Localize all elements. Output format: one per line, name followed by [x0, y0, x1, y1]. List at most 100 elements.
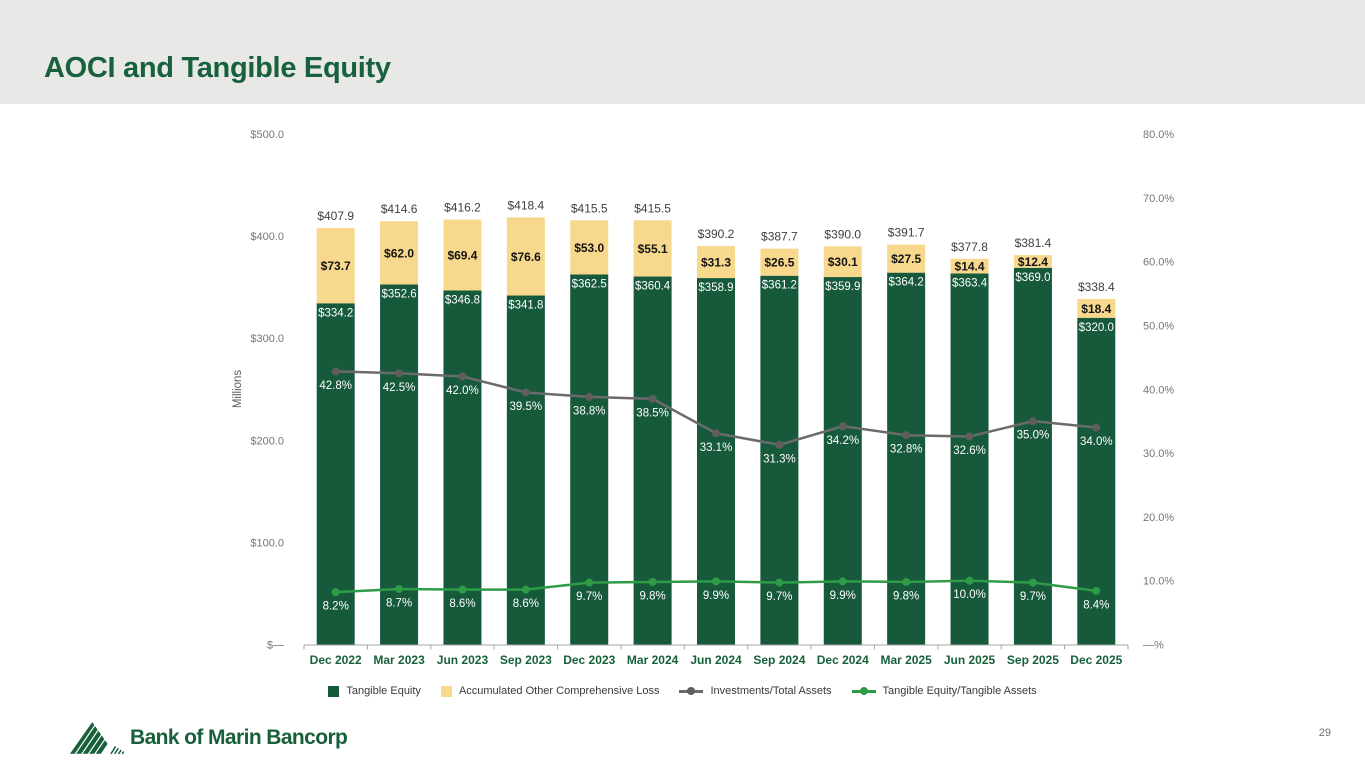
y-right-tick-label: 80.0%	[1143, 129, 1174, 141]
tangible-equity-value-label: $346.8	[445, 294, 480, 306]
bar-segment-aoci	[380, 221, 419, 285]
y-left-tick-label: $100.0	[250, 537, 284, 549]
bar-segment-tangible-equity	[1013, 267, 1052, 645]
bar-total-label: $387.7	[761, 230, 798, 244]
bar-segment-aoci	[887, 244, 926, 273]
line-value-label: 38.5%	[636, 407, 669, 419]
bar-total-label: $391.7	[888, 226, 925, 240]
investments-line-marker-icon	[679, 687, 704, 695]
line-value-label: 39.5%	[510, 401, 543, 413]
line-marker	[395, 584, 404, 593]
y-right-tick-label: 30.0%	[1143, 448, 1174, 460]
line-value-label: 9.8%	[893, 590, 919, 602]
y-right-tick-label: —%	[1143, 640, 1164, 652]
tangible-equity-value-label: $352.6	[381, 288, 416, 300]
tangible-equity-value-label: $360.4	[635, 281, 671, 293]
bar-segment-tangible-equity	[443, 290, 482, 645]
aoci-value-label: $18.4	[1081, 302, 1111, 316]
y-right-tick-label: 50.0%	[1143, 320, 1174, 332]
y-right-tick-label: 40.0%	[1143, 384, 1174, 396]
line-marker	[965, 432, 974, 441]
bar-total-label: $418.4	[507, 198, 544, 212]
aoci-value-label: $53.0	[574, 241, 604, 255]
header-band	[0, 0, 1365, 104]
tangible-equity-value-label: $369.0	[1015, 272, 1050, 284]
bar-segment-aoci	[570, 220, 609, 275]
line-value-label: 9.8%	[640, 590, 666, 602]
legend-label-aoci: Accumulated Other Comprehensive Loss	[458, 685, 660, 697]
te-ta-line-dot-icon	[859, 687, 868, 695]
x-axis-label: Dec 2024	[817, 653, 869, 667]
aoci-value-label: $73.7	[321, 259, 351, 273]
page-number: 29	[1318, 727, 1331, 739]
line-value-label: 9.7%	[576, 591, 602, 603]
bar-total-label: $381.4	[1015, 236, 1052, 250]
bar-segment-aoci	[316, 228, 355, 304]
line-marker	[775, 440, 784, 449]
line-value-label: 8.2%	[323, 601, 349, 613]
y-axis-title: Millions	[232, 370, 244, 409]
y-left-tick-label: $400.0	[250, 231, 284, 243]
line-marker	[521, 388, 530, 397]
x-axis-label: Jun 2025	[944, 653, 996, 667]
bar-total-label: $416.2	[444, 201, 481, 215]
bar-total-label: $415.5	[634, 201, 671, 215]
line-value-label: 42.8%	[319, 380, 352, 392]
y-left-tick-label: $200.0	[250, 435, 284, 447]
line-marker	[838, 577, 847, 586]
legend-item-investments-total-assets: Investments/Total Assets	[679, 685, 832, 697]
legend-item-aoci: Accumulated Other Comprehensive Loss	[440, 685, 660, 697]
te-ta-line-marker-icon	[851, 687, 876, 695]
bar-segment-aoci	[443, 219, 482, 291]
line-marker	[395, 369, 404, 378]
line-marker	[521, 585, 530, 594]
y-right-tick-label: 20.0%	[1143, 512, 1174, 524]
bar-segment-aoci	[950, 258, 989, 274]
y-right-tick-label: 60.0%	[1143, 257, 1174, 269]
line-value-label: 34.0%	[1080, 436, 1113, 448]
line-value-label: 35.0%	[1017, 430, 1050, 442]
bar-total-label: $390.2	[698, 227, 735, 241]
line-value-label: 32.6%	[953, 445, 986, 457]
bar-total-label: $415.5	[571, 201, 608, 215]
line-marker	[458, 372, 467, 381]
aoci-value-label: $69.4	[447, 248, 477, 262]
line-value-label: 38.8%	[573, 405, 606, 417]
line-marker	[1092, 423, 1101, 432]
legend-label-investments: Investments/Total Assets	[710, 685, 832, 697]
line-marker	[838, 422, 847, 431]
line-marker	[1092, 586, 1101, 595]
bar-segment-aoci	[1077, 298, 1116, 318]
slide-title: AOCI and Tangible Equity	[44, 52, 391, 84]
y-right-tick-label: 10.0%	[1143, 576, 1174, 588]
legend-item-tangible-equity: Tangible Equity	[328, 685, 421, 697]
bar-total-label: $377.8	[951, 240, 988, 254]
legend-label-tangible-equity: Tangible Equity	[346, 685, 421, 697]
line-marker	[458, 585, 467, 594]
aoci-value-label: $26.5	[764, 256, 794, 270]
x-axis-label: Dec 2023	[563, 653, 615, 667]
line-value-label: 34.2%	[826, 435, 859, 447]
line-marker	[585, 578, 594, 587]
aoci-swatch-icon	[440, 685, 452, 697]
line-value-label: 8.4%	[1083, 599, 1109, 611]
tangible-equity-swatch-icon	[328, 685, 340, 697]
bar-segment-tangible-equity	[1077, 317, 1116, 645]
line-value-label: 33.1%	[700, 442, 733, 454]
tangible-equity-value-label: $334.2	[318, 307, 353, 319]
bar-total-label: $414.6	[381, 202, 418, 216]
line-marker	[712, 429, 720, 438]
line-value-label: 42.0%	[446, 385, 479, 397]
line-value-label: 42.5%	[383, 382, 416, 394]
aoci-value-label: $30.1	[828, 255, 858, 269]
tangible-equity-value-label: $363.4	[952, 277, 988, 289]
aoci-value-label: $62.0	[384, 246, 414, 260]
tangible-equity-value-label: $361.2	[762, 280, 797, 292]
tangible-equity-value-label: $359.9	[825, 281, 860, 293]
legend-item-te-ta-ratio: Tangible Equity/Tangible Assets	[851, 685, 1037, 697]
bar-segment-aoci	[506, 217, 545, 296]
line-value-label: 32.8%	[890, 444, 923, 456]
line-value-label: 8.6%	[513, 598, 539, 610]
bar-total-label: $390.0	[824, 227, 861, 241]
investments-line-dot-icon	[687, 687, 696, 695]
